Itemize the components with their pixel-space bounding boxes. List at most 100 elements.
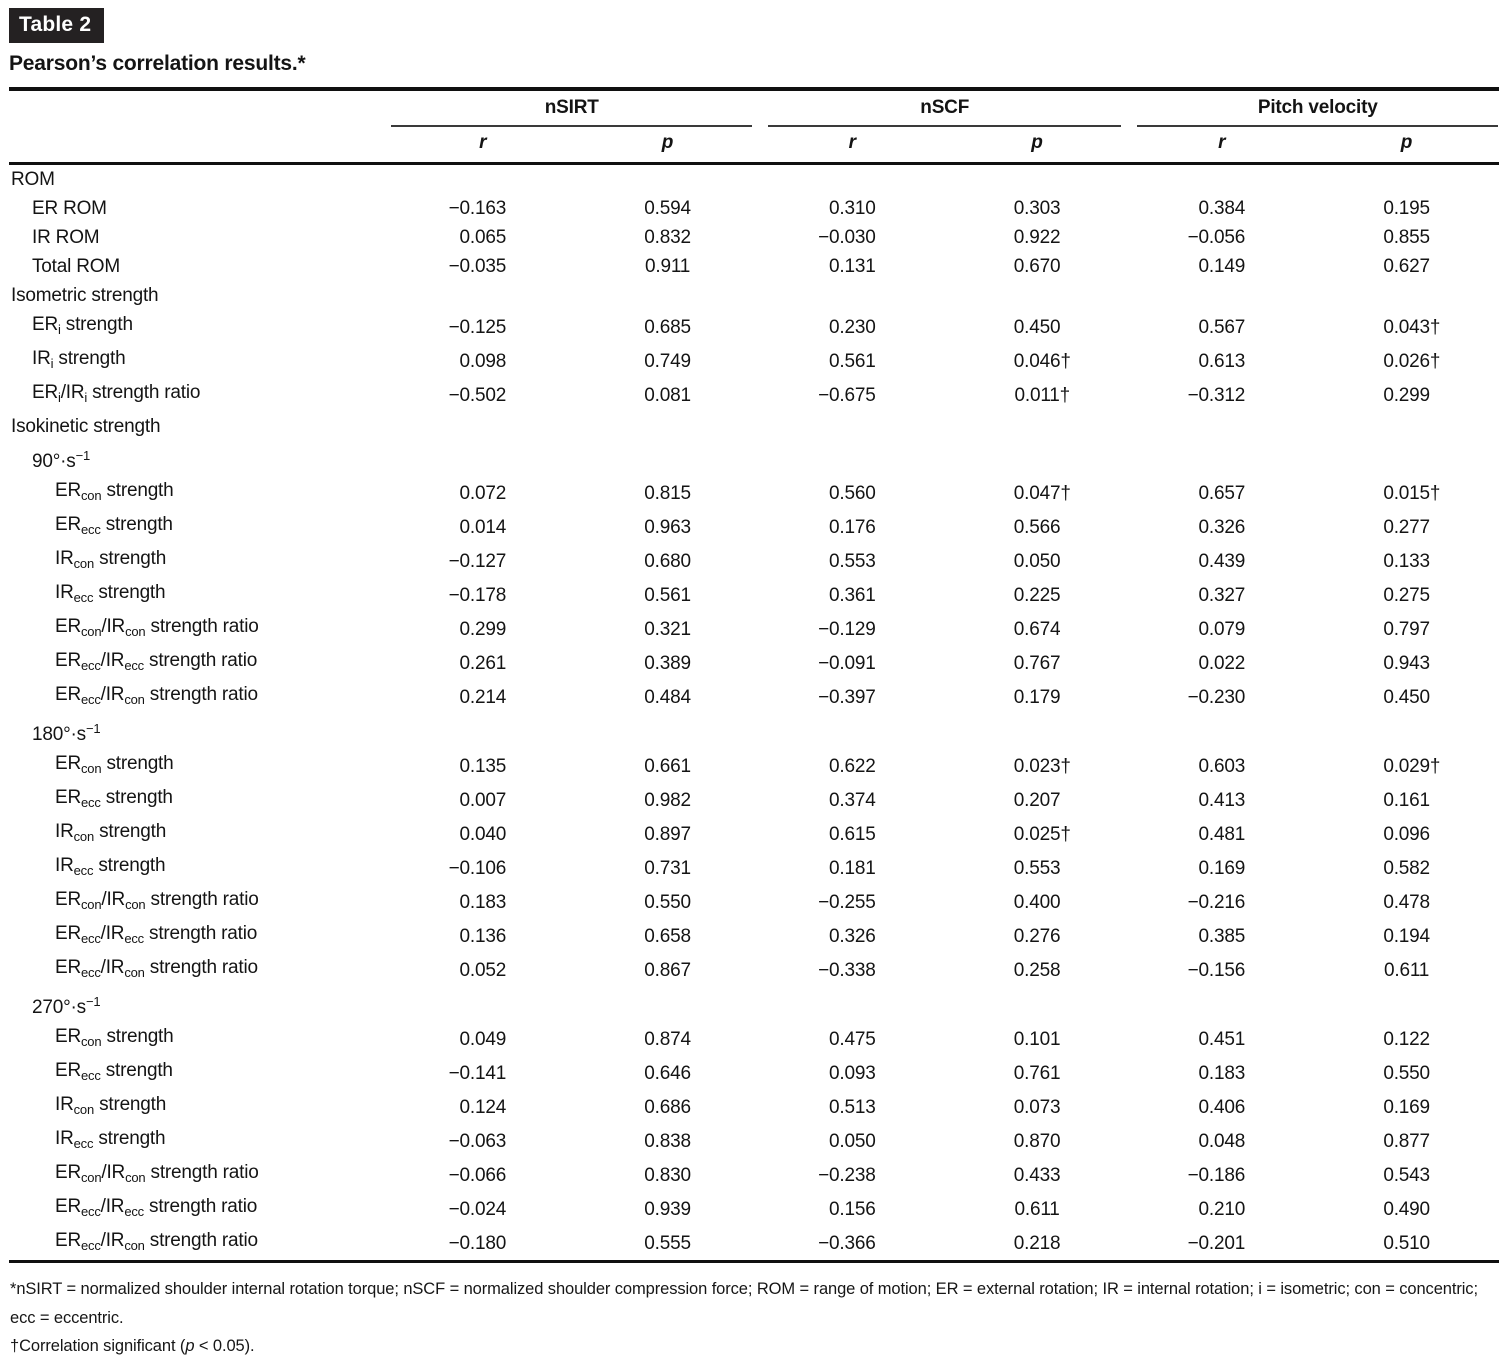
value-cell: 0.261 xyxy=(459,652,507,674)
value-cell: 0.169 xyxy=(1383,1096,1430,1118)
value-cell: 0.011† xyxy=(1014,384,1071,406)
row-label: IRecc strength xyxy=(55,855,166,879)
value-cell: 0.176 xyxy=(829,516,876,538)
value-cell: −0.178 xyxy=(448,584,507,606)
value-cell: −0.675 xyxy=(818,384,876,406)
value-cell: 0.384 xyxy=(1198,198,1246,220)
table-body: ROM ER ROM −0.163 0.594 0.310 0.303 0.384 0.195… xyxy=(9,164,1499,1262)
value-cell: 0.361 xyxy=(829,584,876,606)
table-row: 90°·s−1 xyxy=(9,441,1499,476)
value-cell: 0.767 xyxy=(1013,652,1061,674)
value-cell: 0.627 xyxy=(1383,256,1430,278)
table-row: ERcon/IRcon strength ratio 0.183 0.550 −0.2… xyxy=(9,885,1499,919)
row-label: ERi/IRi strength ratio xyxy=(32,382,201,406)
value-cell: 0.582 xyxy=(1383,857,1430,879)
value-cell: −0.366 xyxy=(818,1232,876,1254)
row-label: IR ROM xyxy=(32,227,100,249)
value-cell xyxy=(390,441,575,476)
value-cell: 0.389 xyxy=(644,652,691,674)
row-label: ERecc/IRecc strength ratio xyxy=(55,650,258,674)
value-cell: 0.867 xyxy=(644,959,691,981)
col-header-nscf-r: r xyxy=(759,127,945,166)
value-cell: −0.186 xyxy=(1187,1164,1246,1186)
value-cell xyxy=(945,164,1130,195)
value-cell: 0.478 xyxy=(1383,891,1430,913)
col-header-nsirt-p: p xyxy=(575,127,760,166)
value-cell: 0.275 xyxy=(1383,584,1430,606)
table-row: IRecc strength −0.178 0.561 0.361 0.225 0.327… xyxy=(9,578,1499,612)
value-cell xyxy=(945,281,1130,310)
value-cell: 0.561 xyxy=(829,350,876,372)
value-cell: 0.646 xyxy=(644,1062,691,1084)
value-cell: 0.101 xyxy=(1013,1028,1061,1050)
value-cell: 0.326 xyxy=(1198,516,1246,538)
value-cell: 0.566 xyxy=(1013,516,1061,538)
value-cell: 0.481 xyxy=(1198,823,1246,845)
value-cell xyxy=(575,714,760,749)
table-row: ERecc strength −0.141 0.646 0.093 0.761 0.183… xyxy=(9,1056,1499,1090)
table-title: Pearson’s correlation results.* xyxy=(9,52,306,76)
row-label: IRcon strength xyxy=(55,548,167,572)
value-cell: 0.303 xyxy=(1013,198,1061,220)
value-cell: −0.141 xyxy=(448,1062,507,1084)
sub-header-row: r p r p r p xyxy=(9,127,1499,166)
table-row: ERecc strength 0.007 0.982 0.374 0.207 0.413 0… xyxy=(9,783,1499,817)
value-cell: −0.091 xyxy=(818,652,876,674)
table-row: ERcon/IRcon strength ratio −0.066 0.830 −0.… xyxy=(9,1158,1499,1192)
value-cell: 0.603 xyxy=(1198,755,1246,777)
value-cell: 0.015† xyxy=(1383,482,1441,504)
table-row: IRcon strength −0.127 0.680 0.553 0.050 0.439… xyxy=(9,544,1499,578)
value-cell xyxy=(575,281,760,310)
row-label: IRcon strength xyxy=(55,821,167,845)
value-cell: 0.475 xyxy=(829,1028,876,1050)
row-label: 270°·s−1 xyxy=(32,994,101,1019)
value-cell: 0.299 xyxy=(1383,384,1430,406)
table-row: ERecc/IRcon strength ratio 0.052 0.867 −0.3… xyxy=(9,953,1499,987)
value-cell: 0.327 xyxy=(1198,584,1246,606)
value-cell: −0.397 xyxy=(818,686,876,708)
value-cell: −0.066 xyxy=(448,1164,507,1186)
value-cell: 0.065 xyxy=(459,227,507,249)
value-cell xyxy=(575,987,760,1022)
value-cell: 0.299 xyxy=(459,618,507,640)
value-cell: 0.670 xyxy=(1013,256,1061,278)
value-cell xyxy=(1314,441,1499,476)
value-cell: 0.181 xyxy=(829,857,876,879)
table-row: ERecc/IRecc strength ratio 0.136 0.658 0.32… xyxy=(9,919,1499,953)
row-label: ERcon strength xyxy=(55,480,174,504)
table-row: ERi/IRi strength ratio −0.502 0.081 −0.675 0… xyxy=(9,378,1499,412)
table-row: 180°·s−1 xyxy=(9,714,1499,749)
value-cell: 0.611 xyxy=(1014,1198,1060,1220)
value-cell: 0.555 xyxy=(644,1232,691,1254)
value-cell: 0.385 xyxy=(1198,925,1246,947)
value-cell: 0.225 xyxy=(1013,584,1061,606)
value-cell xyxy=(1314,987,1499,1022)
value-cell: 0.073 xyxy=(1013,1096,1061,1118)
value-cell: 0.830 xyxy=(644,1164,691,1186)
value-cell xyxy=(1129,281,1314,310)
value-cell: 0.761 xyxy=(1013,1062,1061,1084)
value-cell: 0.982 xyxy=(644,789,691,811)
value-cell: 0.161 xyxy=(1383,789,1430,811)
row-label: ROM xyxy=(11,169,55,191)
value-cell: −0.129 xyxy=(818,618,876,640)
value-cell: 0.007 xyxy=(459,789,507,811)
value-cell xyxy=(760,164,945,195)
value-cell: 0.133 xyxy=(1383,550,1430,572)
value-cell: 0.510 xyxy=(1383,1232,1430,1254)
section-row: Isokinetic strength xyxy=(9,412,1499,441)
value-cell xyxy=(1129,714,1314,749)
value-cell: 0.183 xyxy=(1198,1062,1246,1084)
value-cell: 0.406 xyxy=(1198,1096,1246,1118)
table-row: ER ROM −0.163 0.594 0.310 0.303 0.384 0.195 xyxy=(9,194,1499,223)
value-cell: 0.874 xyxy=(644,1028,691,1050)
value-cell xyxy=(1129,412,1314,441)
value-cell: 0.870 xyxy=(1013,1130,1061,1152)
value-cell: 0.210 xyxy=(1198,1198,1246,1220)
row-label: Isometric strength xyxy=(11,285,159,307)
value-cell: −0.238 xyxy=(818,1164,876,1186)
value-cell: 0.081 xyxy=(644,384,691,406)
value-cell xyxy=(575,412,760,441)
table-row: ERecc/IRecc strength ratio 0.261 0.389 −0.0… xyxy=(9,646,1499,680)
value-cell xyxy=(575,441,760,476)
